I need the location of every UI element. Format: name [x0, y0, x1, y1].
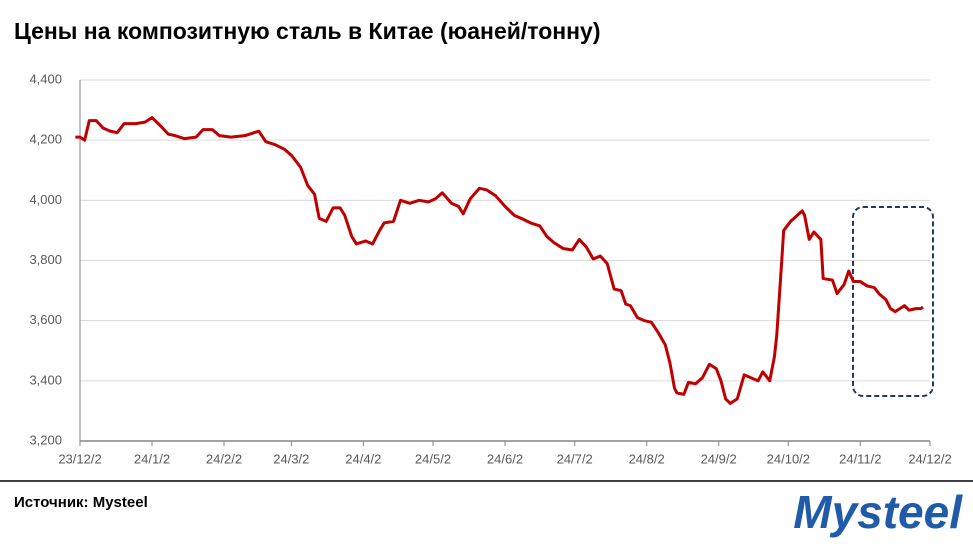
highlight-box: [852, 206, 934, 397]
y-tick-label: 3,400: [29, 372, 62, 387]
y-tick-label: 3,800: [29, 252, 62, 267]
y-tick-label: 4,400: [29, 71, 62, 86]
chart-title: Цены на композитную сталь в Китае (юаней…: [14, 18, 601, 44]
x-tick-label: 24/10/2: [767, 451, 810, 466]
x-tick-label: 24/8/2: [629, 451, 665, 466]
x-tick-label: 24/6/2: [487, 451, 523, 466]
source: Источник: Mysteel: [14, 494, 148, 511]
x-tick-label: 24/2/2: [206, 451, 242, 466]
x-tick-label: 24/12/2: [908, 451, 951, 466]
x-tick-label: 24/9/2: [701, 451, 737, 466]
y-tick-label: 3,600: [29, 312, 62, 327]
line-series: [75, 116, 924, 405]
y-tick-label: 4,200: [29, 132, 62, 147]
x-tick-label: 24/4/2: [345, 451, 381, 466]
x-tick-label: 24/11/2: [839, 451, 881, 466]
x-tick-label: 24/3/2: [273, 451, 309, 466]
x-tick-label: 23/12/2: [58, 451, 101, 466]
x-tick-label: 24/1/2: [134, 451, 170, 466]
y-tick-label: 3,200: [29, 432, 62, 447]
x-tick-label: 24/7/2: [557, 451, 593, 466]
x-tick-label: 24/5/2: [415, 451, 451, 466]
y-tick-label: 4,000: [29, 192, 62, 207]
logo: Mysteel: [793, 486, 963, 538]
